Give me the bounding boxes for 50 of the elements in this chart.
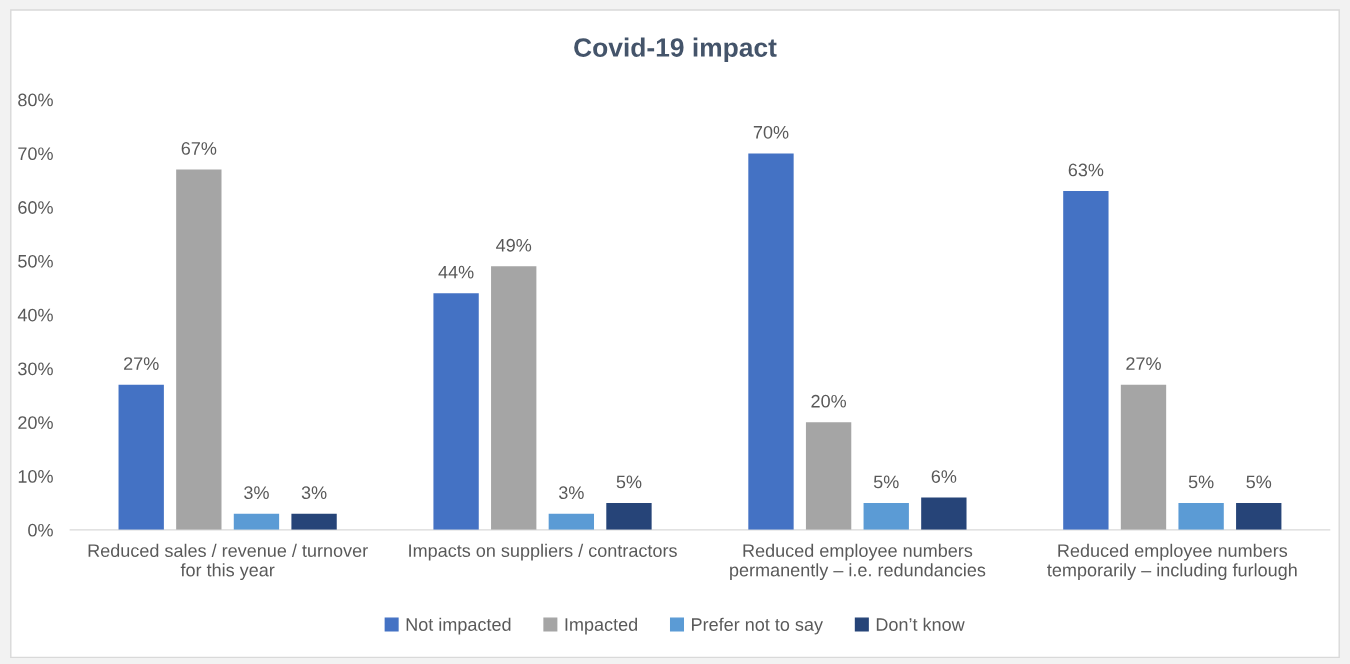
- legend-label: Not impacted: [406, 617, 511, 635]
- data-label: 27%: [124, 357, 159, 370]
- y-tick-label: 10%: [18, 470, 53, 483]
- data-label: 3%: [558, 486, 584, 500]
- y-tick-label: 40%: [17, 308, 53, 322]
- bar: [1063, 191, 1109, 530]
- bar: [291, 513, 337, 530]
- bar: [748, 153, 794, 530]
- data-label: 5%: [1246, 475, 1272, 489]
- data-label: 67%: [181, 142, 217, 155]
- data-label: 63%: [1068, 163, 1104, 177]
- data-label: 20%: [811, 394, 847, 408]
- y-tick-label: 50%: [18, 254, 53, 268]
- bar: [863, 502, 909, 530]
- x-tick-label: Reduced sales / revenue / turnover for this year: [88, 543, 368, 581]
- bar: [233, 513, 280, 530]
- data-label: 70%: [753, 125, 789, 139]
- bar: [1236, 502, 1282, 530]
- legend-label: Impacted: [565, 617, 638, 635]
- data-label: 27%: [1126, 357, 1161, 370]
- data-label: 44%: [438, 265, 474, 279]
- y-tick-label: 0%: [28, 523, 53, 537]
- y-tick-label: 70%: [18, 147, 53, 161]
- y-tick-label: 80%: [18, 93, 53, 107]
- data-label: 5%: [1188, 475, 1214, 489]
- bar: [921, 497, 967, 530]
- legend-label: Prefer not to say: [692, 617, 823, 635]
- y-tick-label: 60%: [18, 201, 53, 214]
- data-label: 3%: [301, 486, 327, 500]
- legend-label: Don’t know: [876, 617, 965, 631]
- data-label: 5%: [873, 475, 899, 489]
- bar: [805, 422, 852, 530]
- bar: [548, 513, 595, 530]
- data-label: 3%: [244, 486, 269, 500]
- x-tick-label: Reduced employee numbers temporarily – including furlough: [1047, 543, 1297, 581]
- chart-title: Covid-19 impact: [574, 37, 777, 63]
- bar: [491, 266, 537, 530]
- data-label: 49%: [496, 238, 532, 252]
- bar: [176, 169, 222, 530]
- bar: [1120, 384, 1167, 530]
- x-tick-label: Impacts on suppliers / contractors: [409, 543, 677, 561]
- y-tick-label: 20%: [18, 416, 53, 430]
- data-label: 6%: [931, 470, 957, 483]
- x-tick-label: Reduced employee numbers permanently – i.e. redundancies: [730, 543, 986, 581]
- bar: [118, 384, 164, 530]
- y-tick-label: 30%: [18, 362, 53, 376]
- bar: [606, 502, 652, 530]
- bar: [433, 293, 479, 530]
- data-label: 5%: [616, 475, 642, 489]
- bar: [1178, 502, 1224, 530]
